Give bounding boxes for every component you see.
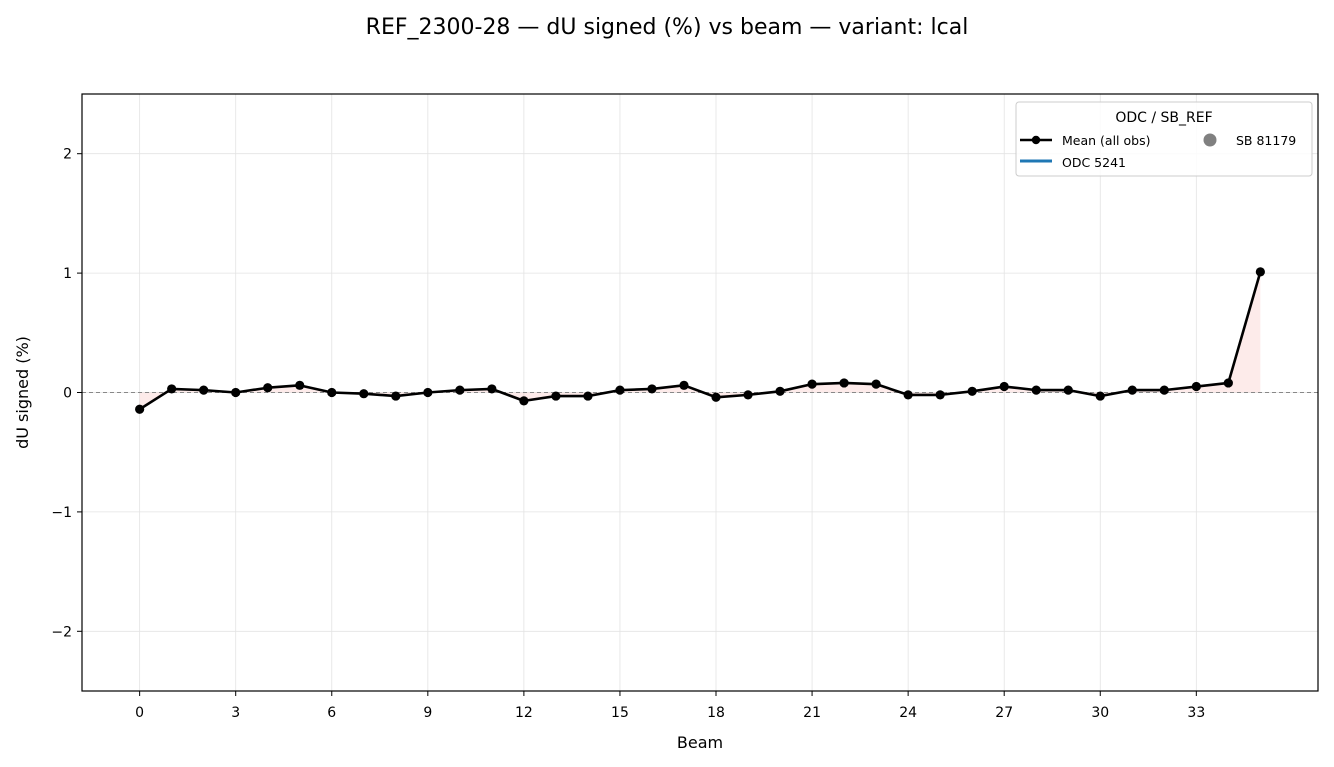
mean-series-point [871,379,881,389]
mean-series-point [743,390,753,400]
mean-series-point [935,390,945,400]
x-tick-label: 3 [231,705,240,721]
mean-series-point [327,387,337,398]
mean-series-point [679,380,689,390]
mean-series-point [135,404,145,414]
x-tick-label: 27 [995,705,1013,721]
legend-sb-marker [1203,133,1217,147]
mean-series-point [1191,381,1201,392]
mean-series-point [1063,385,1073,395]
mean-series-point [455,385,465,395]
mean-series-point [231,387,241,398]
y-tick-label: 1 [63,266,72,282]
mean-series-point [967,386,977,396]
mean-series-point [807,379,817,389]
mean-series-point [487,384,497,394]
mean-series-point [423,387,433,398]
x-axis-title: Beam [677,733,723,752]
deviation-fill [139,271,1261,410]
mean-series-point [711,392,721,402]
x-tick-label: 12 [515,705,533,721]
chart-title: REF_2300-28 — dU signed (%) vs beam — va… [366,15,969,40]
legend-label-odc: ODC 5241 [1062,155,1126,170]
x-tick-label: 24 [899,705,917,721]
mean-series-point [263,383,273,393]
mean-series-point [359,389,369,399]
y-ticks: −2 −1 0 1 2 [51,147,82,640]
mean-series-point [295,380,305,390]
legend: ODC / SB_REF Mean (all obs) SB 81179 ODC 5… [1015,101,1313,177]
legend-label-mean: Mean (all obs) [1062,133,1150,148]
x-tick-label: 18 [707,705,725,721]
x-ticks: 0 3 6 9 12 15 18 21 24 27 30 33 [135,691,1205,721]
mean-series-point [1255,267,1265,277]
mean-series-point [839,378,849,388]
mean-series-line [138,271,1262,411]
mean-series-point [615,385,625,395]
x-tick-label: 15 [611,705,629,721]
mean-series-point [999,381,1009,392]
mean-series-point [1159,385,1169,395]
y-tick-label: −1 [51,505,72,521]
x-tick-label: 9 [423,705,432,721]
mean-series-point [519,396,529,406]
mean-series-point [1095,391,1105,401]
x-tick-label: 6 [327,705,336,721]
legend-mean-marker [1031,135,1041,145]
y-tick-label: 2 [63,147,72,163]
mean-series-point [1127,385,1137,395]
legend-box [1015,101,1313,177]
mean-series-point [199,385,209,395]
mean-series-point [391,391,401,401]
legend-title: ODC / SB_REF [1115,110,1212,126]
x-tick-label: 21 [803,705,821,721]
y-tick-label: 0 [63,386,72,402]
mean-series-point [167,384,177,394]
mean-series-point [775,386,785,396]
fill-area [139,271,1261,410]
series-layer [135,267,1265,414]
mean-series-point [551,391,561,401]
legend-items: Mean (all obs) SB 81179 ODC 5241 [1020,133,1296,170]
mean-series-point [1223,378,1233,388]
mean-series-point [1031,385,1041,395]
mean-series-point [583,391,593,401]
y-axis-title: dU signed (%) [13,336,32,449]
y-tick-label: −2 [51,624,72,640]
legend-label-sb: SB 81179 [1236,133,1296,148]
mean-series-point [647,384,657,394]
x-tick-label: 33 [1187,705,1205,721]
mean-series-point [903,390,913,400]
x-tick-label: 30 [1091,705,1109,721]
x-tick-label: 0 [135,705,144,721]
